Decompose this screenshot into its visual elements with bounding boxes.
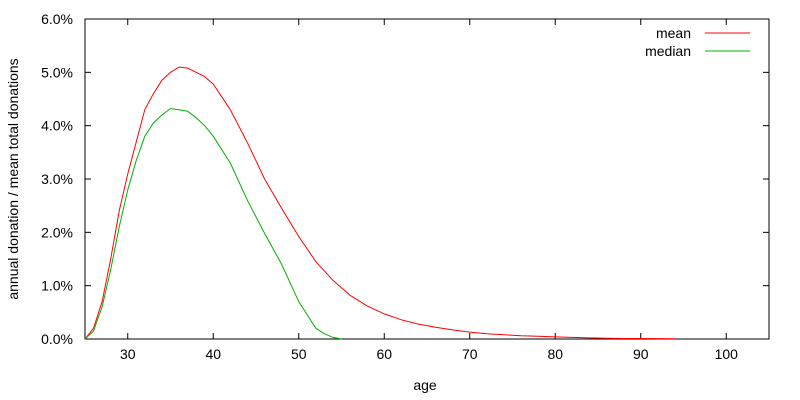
y-tick-label: 2.0% <box>41 224 73 240</box>
x-tick-label: 70 <box>462 346 478 362</box>
y-tick-label: 1.0% <box>41 278 73 294</box>
x-tick-label: 90 <box>633 346 649 362</box>
plot-frame <box>84 18 770 340</box>
legend-label-mean: mean <box>656 25 691 41</box>
legend: mean median <box>645 25 750 59</box>
x-tick-label: 100 <box>715 346 739 362</box>
series-line-median <box>84 108 342 340</box>
x-axis-title: age <box>413 377 437 393</box>
legend-label-median: median <box>645 43 691 59</box>
x-tick-label: 40 <box>205 346 221 362</box>
y-tick-label: 4.0% <box>41 118 73 134</box>
y-tick-label: 3.0% <box>41 171 73 187</box>
series-lines <box>84 66 676 340</box>
x-tick-label: 30 <box>120 346 136 362</box>
series-line-mean <box>84 66 676 340</box>
x-tick-label: 80 <box>547 346 563 362</box>
x-tick-label: 50 <box>291 346 307 362</box>
y-tick-label: 6.0% <box>41 11 73 27</box>
y-axis-title: annual donation / mean total donations <box>5 58 21 299</box>
x-tick-label: 60 <box>376 346 392 362</box>
y-tick-label: 5.0% <box>41 64 73 80</box>
axis-ticks: 30 40 50 60 70 80 90 100 0.0% 1.0% 2.0% 3.0% 4.0% 5.0… <box>41 11 769 362</box>
y-tick-label: 0.0% <box>41 331 73 347</box>
